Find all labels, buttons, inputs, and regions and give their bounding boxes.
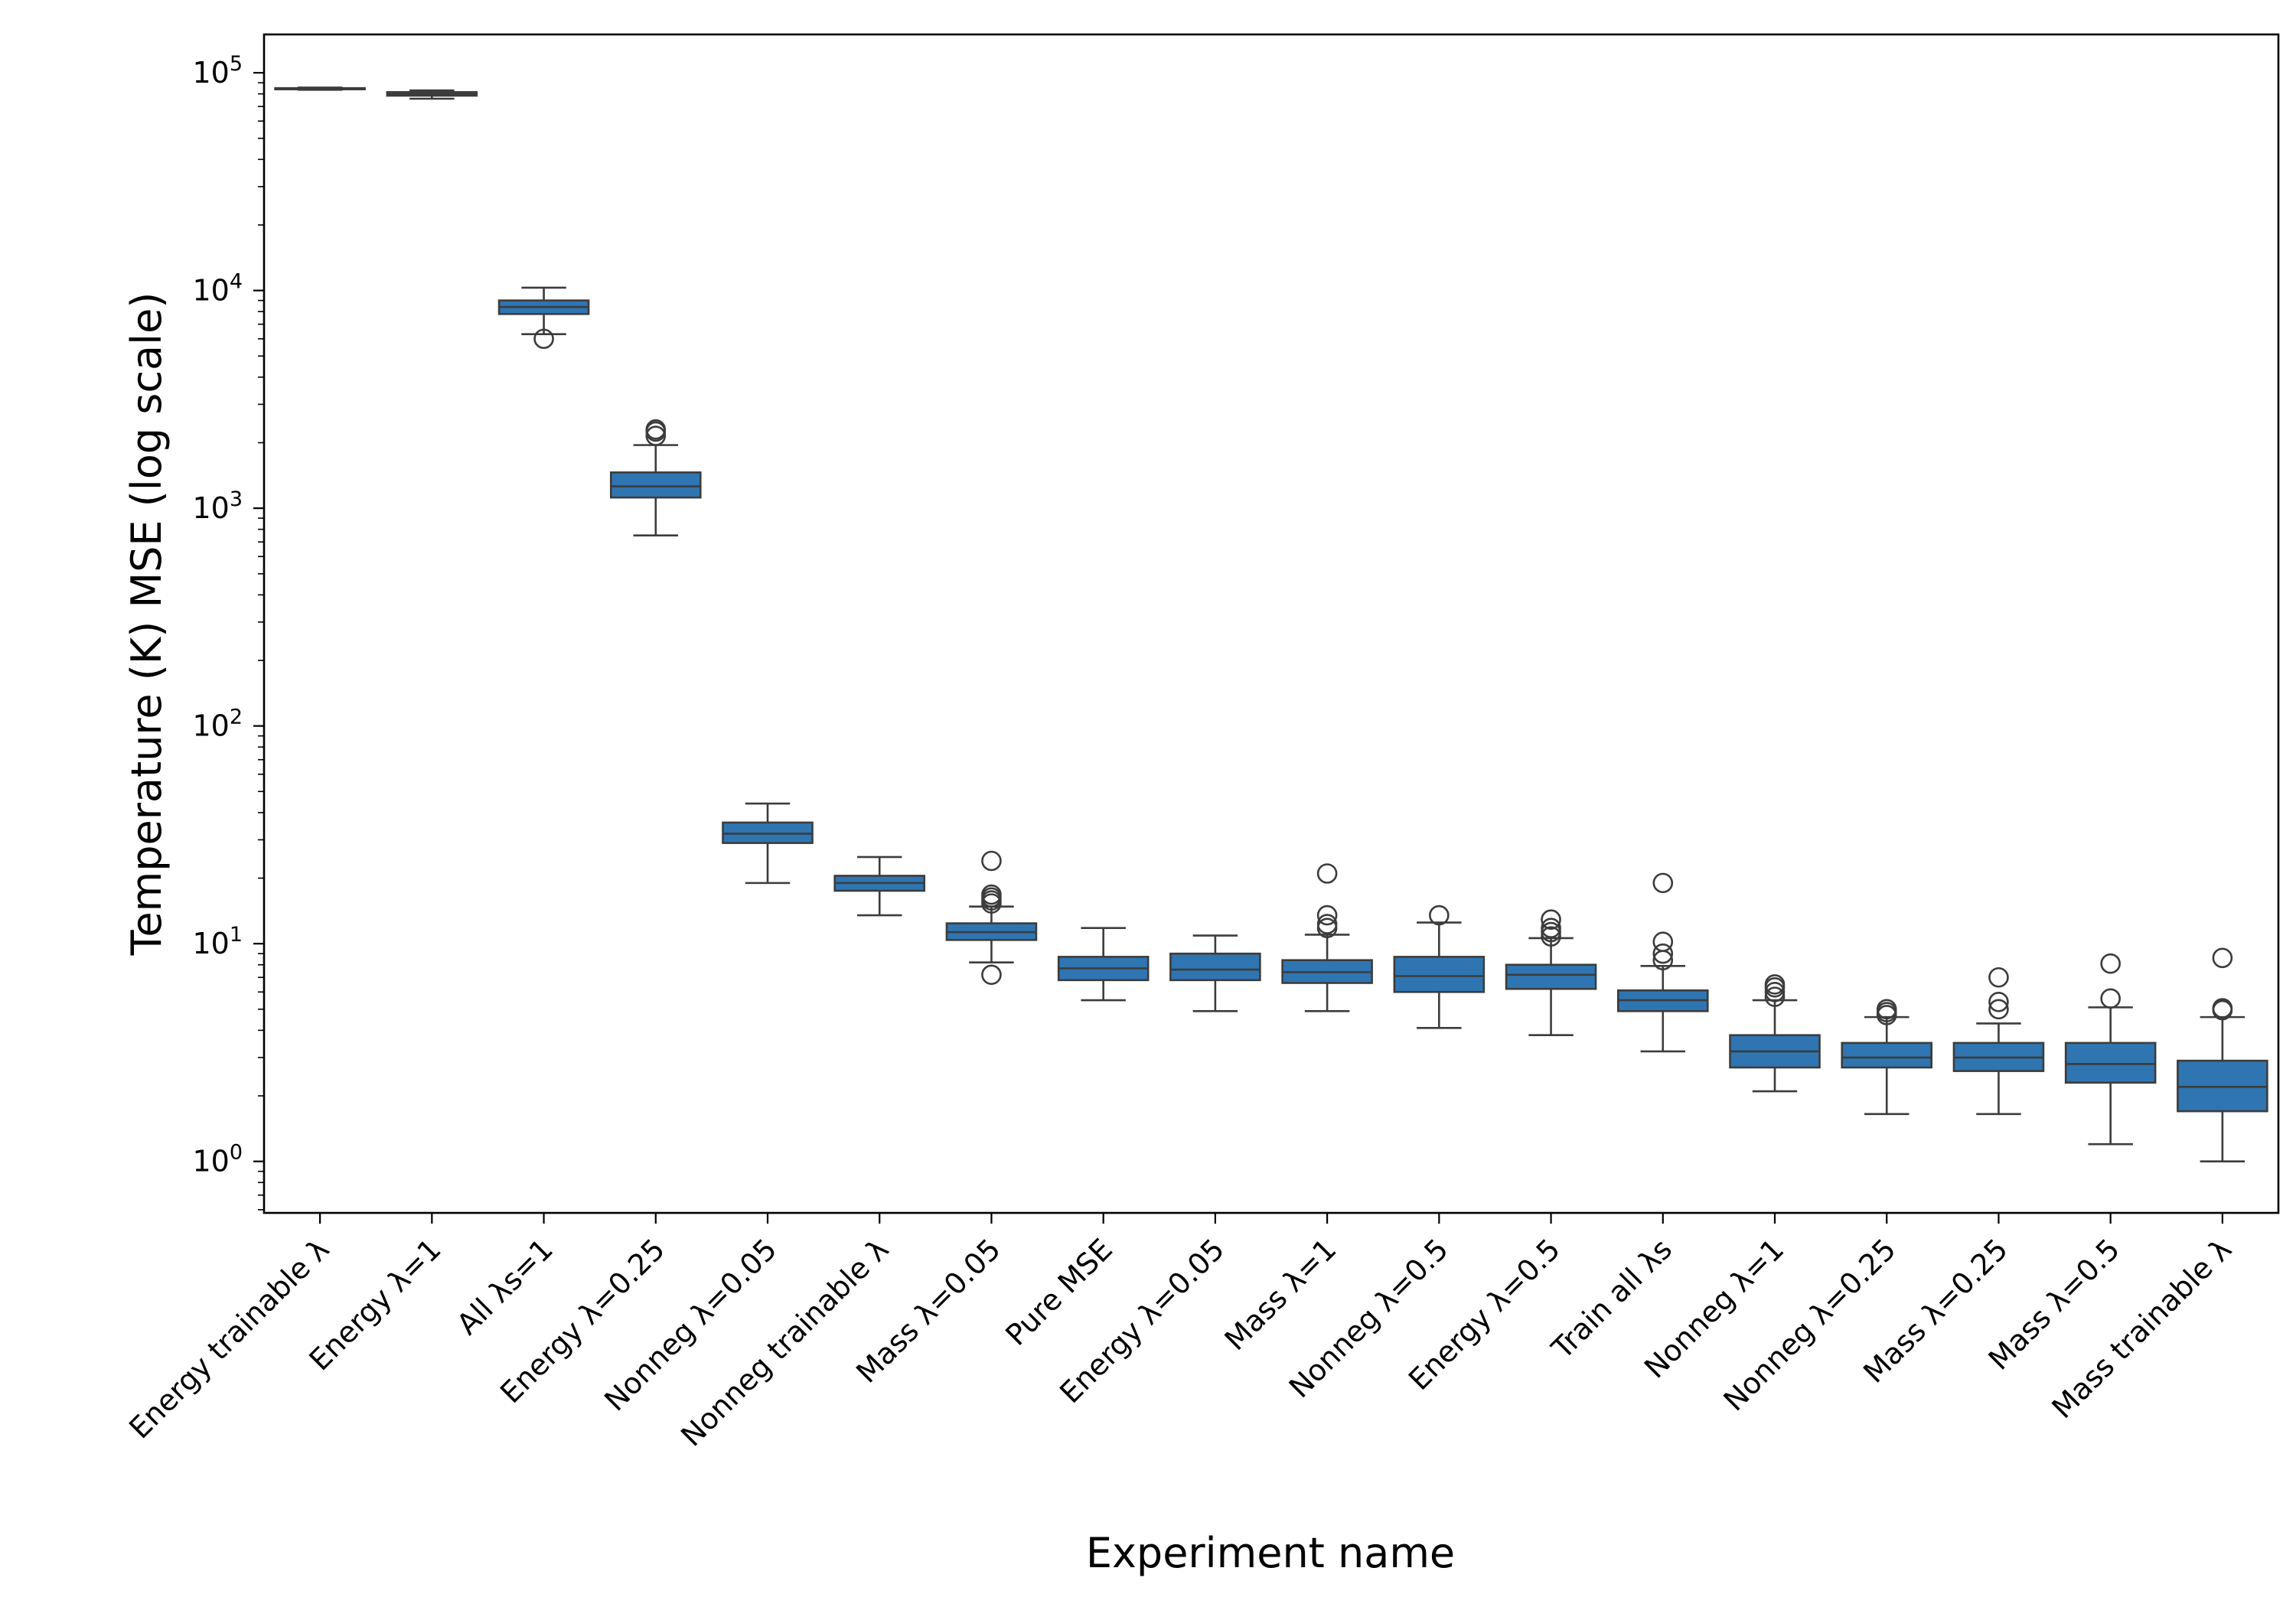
box: [1393, 956, 1486, 993]
outlier-point: [1316, 863, 1338, 884]
box-group: [2177, 947, 2268, 1162]
box: [1841, 1041, 1933, 1069]
outlier-point: [1988, 992, 2009, 1012]
box-group: [1952, 966, 2045, 1116]
outlier-point: [2212, 998, 2233, 1019]
outlier-point: [645, 419, 667, 440]
box-group: [1729, 974, 1821, 1093]
outlier-point: [2212, 947, 2233, 969]
outlier-point: [1764, 974, 1786, 995]
box: [1169, 952, 1261, 982]
box-group: [945, 850, 1038, 986]
outlier-point: [981, 884, 1002, 905]
plot-frame: [263, 33, 2280, 1214]
outlier-point: [1541, 909, 1561, 931]
outlier-point: [1316, 905, 1338, 926]
box-group: [497, 286, 590, 350]
outlier-point: [1316, 914, 1338, 934]
outlier-point: [1541, 918, 1561, 939]
box-group: [722, 802, 814, 885]
box-group: [274, 86, 366, 91]
y-tick-label: 105: [192, 52, 243, 90]
outlier-point: [2100, 953, 2121, 974]
box-group: [1393, 905, 1486, 1029]
y-tick-label: 103: [192, 487, 243, 525]
y-tick-label: 100: [192, 1141, 243, 1178]
outlier-point: [981, 964, 1002, 986]
outlier-point: [1988, 999, 2009, 1020]
box-group: [1616, 872, 1709, 1053]
box: [1505, 963, 1597, 990]
y-tick-label: 102: [192, 706, 243, 743]
box: [609, 471, 702, 499]
y-tick-label: 104: [192, 270, 243, 308]
outlier-point: [1876, 999, 1897, 1020]
outlier-point: [1764, 981, 1786, 1002]
outlier-point: [1429, 905, 1450, 926]
box-group: [609, 419, 702, 536]
box-group: [1505, 909, 1597, 1037]
x-axis-title: Experiment name: [1086, 1529, 1455, 1577]
outlier-point: [1652, 943, 1674, 964]
y-tick-label: 101: [192, 923, 243, 960]
y-axis-title: Temperature (K) MSE (log scale): [122, 292, 171, 957]
outlier-point: [533, 328, 554, 350]
box-group: [833, 856, 926, 917]
box-group: [1281, 863, 1373, 1012]
boxes-layer: [274, 86, 2268, 1162]
outlier-point: [2100, 988, 2121, 1009]
box-group: [1169, 934, 1261, 1012]
box-group: [2064, 953, 2157, 1146]
box-group: [386, 89, 478, 100]
y-axis: 100 101 102 103 104 105: [192, 52, 264, 1211]
outlier-point: [1764, 986, 1786, 1007]
outlier-point: [1652, 931, 1674, 953]
outlier-point: [981, 850, 1002, 872]
box: [2064, 1041, 2157, 1084]
box-group: [1057, 927, 1150, 1002]
outlier-point: [1652, 872, 1674, 894]
box-group: [1841, 999, 1933, 1116]
outlier-point: [1988, 966, 2009, 988]
